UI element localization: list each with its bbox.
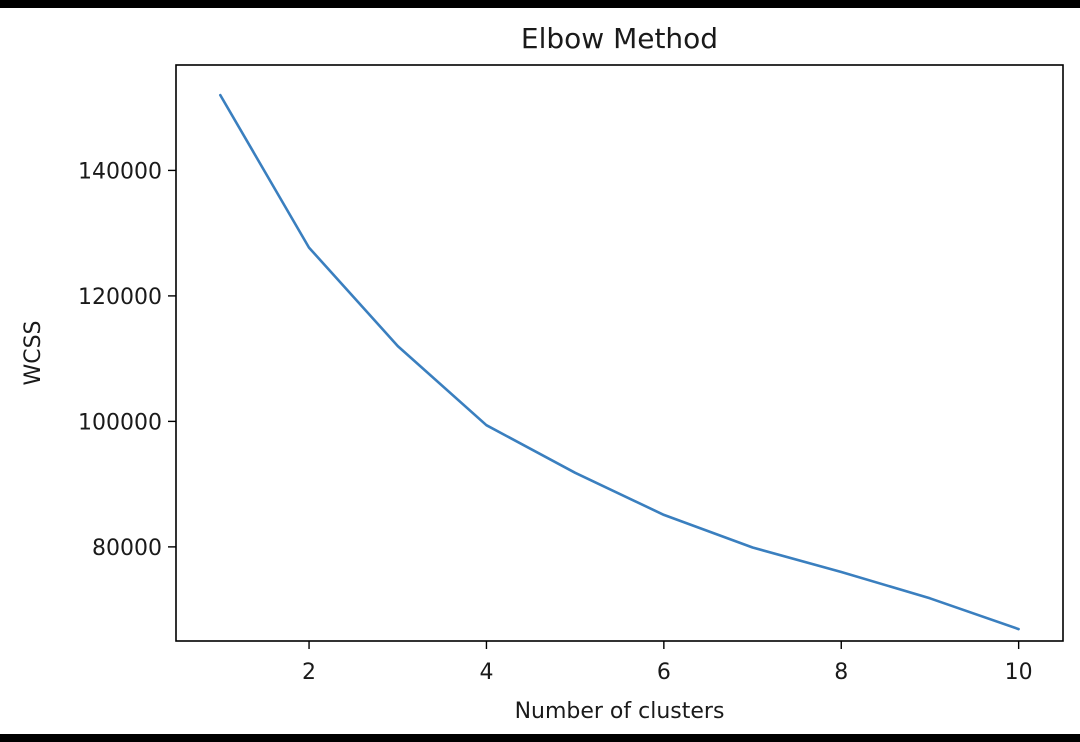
plot-area-frame bbox=[175, 64, 1064, 642]
series-layer bbox=[219, 93, 1020, 631]
x-tick-label: 8 bbox=[834, 660, 848, 685]
y-tick-label: 80000 bbox=[92, 536, 162, 561]
chart-figure bbox=[0, 8, 1080, 734]
x-tick-label: 6 bbox=[657, 660, 671, 685]
x-tick-label: 10 bbox=[1005, 660, 1033, 685]
ticks-layer: 2 4 6 8 10 80000 100000 120000 140000 bbox=[78, 159, 1033, 685]
series-line bbox=[219, 93, 1020, 631]
y-axis-label: WCSS bbox=[21, 320, 46, 385]
y-tick-label: 100000 bbox=[78, 410, 162, 435]
x-tick-label: 4 bbox=[479, 660, 493, 685]
chart-title: Elbow Method bbox=[521, 22, 718, 55]
x-axis-label: Number of clusters bbox=[515, 699, 725, 724]
y-tick-label: 120000 bbox=[78, 285, 162, 310]
y-tick-label: 140000 bbox=[78, 159, 162, 184]
x-tick-label: 2 bbox=[302, 660, 316, 685]
